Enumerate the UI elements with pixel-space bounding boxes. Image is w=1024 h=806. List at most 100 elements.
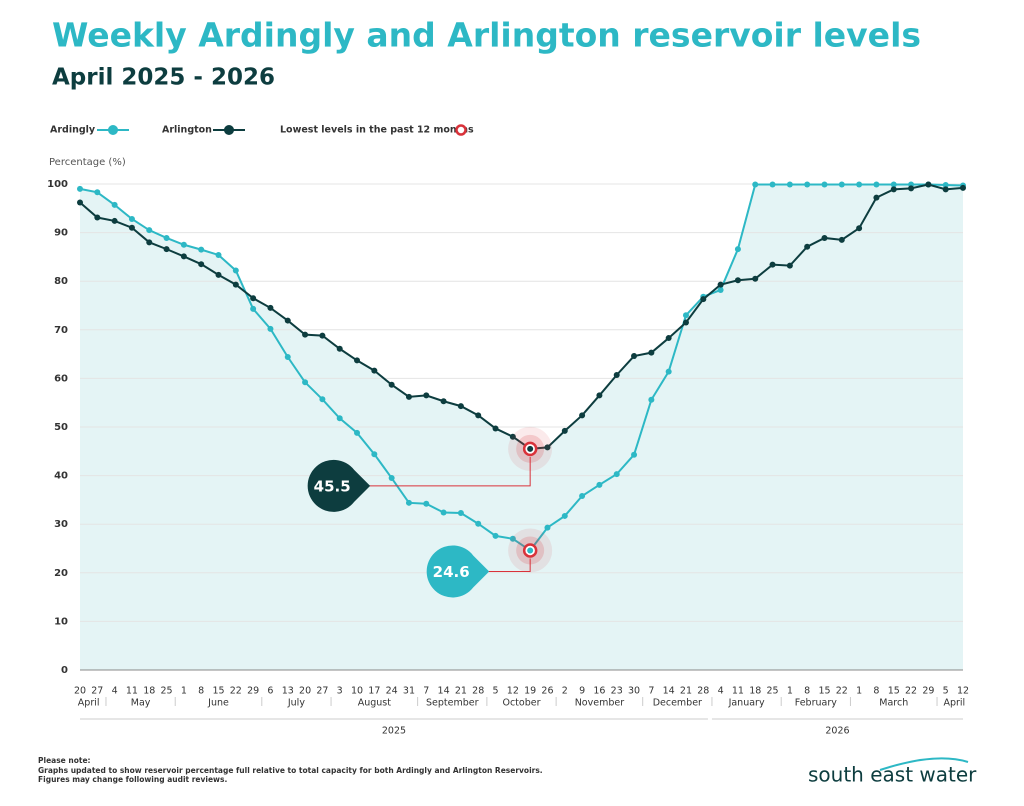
x-tick-label: 22 [905,686,917,697]
point [163,246,170,253]
x-tick-label: 31 [403,686,415,697]
x-tick-label: 15 [888,686,900,697]
point [873,181,880,188]
x-tick-label: 4 [718,686,724,697]
point [734,277,741,284]
point [804,181,811,188]
y-tick-label: 60 [54,373,68,384]
x-tick-label: 7 [423,686,429,697]
x-tick-label: 25 [161,686,173,697]
y-tick-label: 0 [61,665,68,676]
month-label: November [575,698,625,709]
point [717,286,724,293]
point [77,199,83,206]
y-tick-label: 30 [54,519,68,530]
point [942,181,949,188]
highlight-dot [527,547,534,554]
month-label: December [653,698,702,709]
point [908,185,915,192]
point [613,371,620,378]
point [492,425,499,432]
note-line: Figures may change following audit revie… [38,775,227,784]
x-tick-label: 30 [628,686,640,697]
point [336,415,343,422]
x-tick-label: 1 [856,686,862,697]
point [613,471,620,478]
x-tick-label: 8 [804,686,810,697]
point [475,412,482,419]
point [838,236,845,243]
point [821,234,828,241]
x-tick-label: 2 [562,686,568,697]
point [786,181,793,188]
point [769,261,776,268]
point [198,246,205,253]
point [734,246,741,253]
x-tick-label: 1 [787,686,793,697]
month-label: January [728,698,765,709]
x-tick-label: 25 [767,686,779,697]
month-label: July [287,698,305,709]
callout-leader [360,456,531,487]
note-heading: Please note: [38,756,91,765]
x-tick-label: 29 [922,686,934,697]
x-tick-label: 27 [316,686,328,697]
x-tick-label: 3 [337,686,343,697]
point [354,357,361,364]
point [596,392,603,399]
point [198,261,205,268]
point [925,181,932,188]
point [371,451,378,458]
point [371,367,378,374]
x-tick-label: 20 [299,686,311,697]
y-tick-label: 100 [47,179,68,190]
callout-bubble [307,459,371,512]
callout-label: 24.6 [433,563,470,581]
point [146,227,153,234]
point [596,481,603,488]
x-tick-label: 4 [112,686,118,697]
point [267,325,274,332]
note-line: Graphs updated to show reservoir percent… [38,766,543,775]
point [388,381,395,388]
line [79,183,964,450]
point [665,368,672,375]
point [215,271,222,278]
point [544,444,551,451]
month-label: August [358,698,392,709]
x-tick-label: 22 [836,686,848,697]
logo: south east water [808,763,977,787]
point [180,241,187,248]
x-tick-label: 6 [267,686,273,697]
x-tick-label: 13 [282,686,294,697]
x-tick-label: 20 [74,686,86,697]
point [111,201,118,208]
point [682,319,689,326]
point [284,317,291,324]
point [423,500,430,507]
month-label: June [207,698,229,709]
x-tick-label: 27 [91,686,103,697]
y-tick-label: 40 [54,471,68,482]
point [319,332,326,339]
point [665,335,672,342]
x-tick-label: 9 [579,686,585,697]
point [77,185,83,192]
legend-label: Arlington [162,125,212,136]
point [492,532,499,539]
y-tick-label: 80 [54,276,68,287]
month-label: October [502,698,540,709]
point [163,234,170,241]
area [80,184,963,670]
point [336,345,343,352]
point [250,305,257,312]
point [700,296,707,303]
point [457,510,464,517]
x-tick-label: 26 [541,686,553,697]
point [631,353,638,360]
month-label: May [131,698,151,709]
point [180,253,187,260]
point [388,475,395,482]
x-tick-label: 8 [198,686,204,697]
